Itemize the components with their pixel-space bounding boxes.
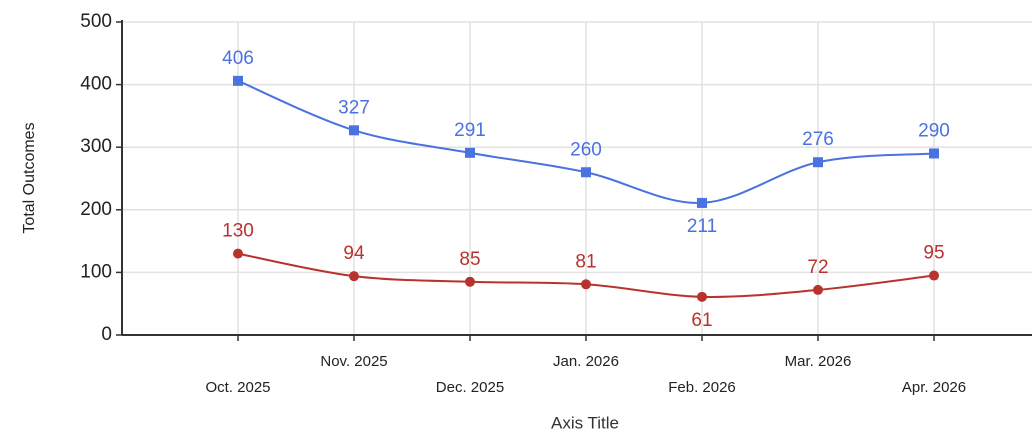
point: [697, 291, 707, 302]
x-tick-label: Nov. 2025: [320, 353, 387, 370]
point: [697, 197, 707, 208]
data-label: 72: [807, 257, 828, 278]
data-label: 327: [338, 97, 370, 118]
point: [581, 167, 591, 178]
point: [929, 270, 939, 281]
data-label: 95: [923, 243, 944, 264]
point: [465, 147, 475, 158]
point: [813, 157, 823, 168]
point: [813, 284, 823, 295]
x-tick-label: Oct. 2025: [205, 379, 270, 396]
data-label: 61: [691, 310, 712, 331]
data-label: 291: [454, 120, 486, 141]
point: [465, 276, 475, 287]
x-tick-label: Feb. 2026: [668, 379, 736, 396]
y-tick-label: 300: [80, 136, 112, 157]
x-tick-label: Mar. 2026: [785, 353, 852, 370]
x-tick-label: Dec. 2025: [436, 379, 504, 396]
point: [929, 148, 939, 159]
x-tick-label: Jan. 2026: [553, 353, 619, 370]
point: [581, 279, 591, 290]
x-tick-label: Apr. 2026: [902, 379, 966, 396]
y-tick-label: 200: [80, 199, 112, 220]
y-tick-label: 0: [101, 324, 112, 345]
y-axis-title: Total Outcomes: [21, 122, 38, 233]
y-tick-label: 100: [80, 261, 112, 282]
data-label: 290: [918, 120, 950, 141]
point: [349, 271, 359, 282]
data-label: 130: [222, 221, 254, 242]
data-label: 260: [570, 139, 602, 160]
data-label: 94: [343, 243, 365, 264]
data-label: 211: [687, 216, 717, 237]
point: [349, 125, 359, 136]
x-axis-title: Axis Title: [551, 413, 619, 432]
point: [233, 75, 243, 86]
y-tick-label: 500: [80, 11, 112, 32]
y-tick-label: 400: [80, 74, 112, 95]
data-label: 406: [222, 48, 254, 69]
point: [233, 248, 243, 259]
data-label: 81: [575, 251, 596, 272]
data-label: 276: [802, 129, 834, 150]
data-label: 85: [459, 249, 480, 270]
